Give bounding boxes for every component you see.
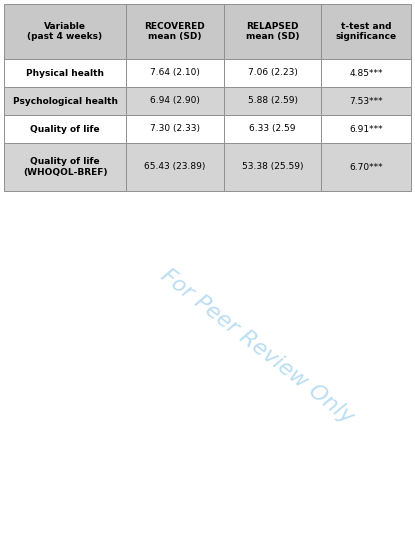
Bar [322,87,411,115]
Bar [126,115,224,143]
Text: 7.53***: 7.53*** [349,96,383,106]
Bar [224,115,322,143]
Bar [224,59,322,87]
Bar [126,143,224,191]
Bar [4,115,126,143]
Text: Variable
(past 4 weeks): Variable (past 4 weeks) [27,22,103,41]
Text: 6.70***: 6.70*** [349,163,383,172]
Text: 7.64 (2.10): 7.64 (2.10) [150,69,200,77]
Text: 65.43 (23.89): 65.43 (23.89) [144,163,205,172]
Text: 6.91***: 6.91*** [349,125,383,133]
Text: t-test and
significance: t-test and significance [336,22,397,41]
Text: 5.88 (2.59): 5.88 (2.59) [248,96,298,106]
Bar [224,4,322,59]
Bar [4,87,126,115]
Text: 6.94 (2.90): 6.94 (2.90) [150,96,200,106]
Text: For Peer Review Only: For Peer Review Only [157,265,357,427]
Bar [224,87,322,115]
Text: RELAPSED
mean (SD): RELAPSED mean (SD) [246,22,299,41]
Bar [224,143,322,191]
Text: 53.38 (25.59): 53.38 (25.59) [242,163,303,172]
Bar [4,4,126,59]
Bar [126,87,224,115]
Text: Physical health: Physical health [26,69,104,77]
Text: 4.85***: 4.85*** [349,69,383,77]
Text: RECOVERED
mean (SD): RECOVERED mean (SD) [144,22,205,41]
Bar [322,4,411,59]
Bar [126,59,224,87]
Text: 6.33 (2.59: 6.33 (2.59 [249,125,296,133]
Bar [322,143,411,191]
Bar [322,59,411,87]
Bar [322,115,411,143]
Text: Quality of life: Quality of life [30,125,100,133]
Bar [126,4,224,59]
Text: 7.30 (2.33): 7.30 (2.33) [150,125,200,133]
Text: Quality of life
(WHOQOL-BREF): Quality of life (WHOQOL-BREF) [23,157,107,177]
Bar [4,59,126,87]
Bar [4,143,126,191]
Text: Psychological health: Psychological health [12,96,117,106]
Text: 7.06 (2.23): 7.06 (2.23) [248,69,298,77]
